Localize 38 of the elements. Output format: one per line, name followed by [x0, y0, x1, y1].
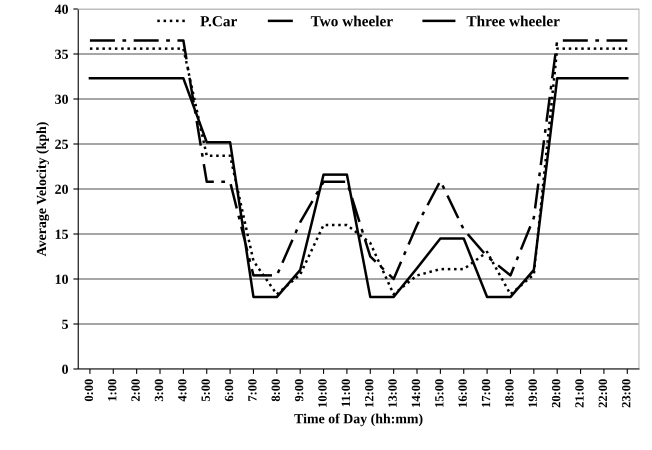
x-tick-label: 20:00 — [552, 379, 560, 408]
y-tick-label: 40 — [54, 4, 68, 14]
y-tick-label: 20 — [55, 184, 68, 194]
legend-label: Three wheeler — [466, 16, 560, 26]
y-axis-title: Average Velocity (kph) — [36, 122, 50, 256]
y-tick-label: 5 — [62, 320, 68, 329]
x-tick-label: 7:00 — [248, 379, 257, 401]
y-tick-label: 25 — [55, 140, 68, 149]
x-tick-label: 14:00 — [412, 379, 420, 407]
x-tick-label: 3:00 — [154, 379, 164, 402]
x-tick-label: 17:00 — [482, 379, 490, 407]
x-tick-label: 12:00 — [364, 379, 374, 407]
y-tick-label: 35 — [55, 50, 68, 59]
x-tick-label: 16:00 — [458, 379, 467, 407]
x-tick-label: 2:00 — [131, 379, 140, 402]
legend-label: P.Car — [200, 16, 237, 26]
x-tick-label: 8:00 — [272, 379, 280, 402]
x-tick-label: 1:00 — [108, 379, 116, 401]
y-tick-label: 30 — [55, 94, 68, 104]
x-tick-label: 5:00 — [201, 379, 210, 402]
x-tick-label: 11:00 — [342, 379, 350, 406]
x-tick-label: 0:00 — [84, 379, 94, 402]
x-tick-label: 9:00 — [294, 379, 304, 402]
x-tick-label: 23:00 — [622, 379, 630, 408]
y-tick-label: 10 — [56, 274, 68, 284]
y-tick-label: 0 — [62, 364, 68, 374]
x-tick-label: 10:00 — [318, 379, 327, 407]
x-tick-label: 13:00 — [388, 379, 397, 407]
x-tick-label: 22:00 — [598, 379, 608, 408]
x-tick-label: 21:00 — [575, 379, 584, 408]
legend-label: Two wheeler — [310, 16, 393, 26]
x-tick-label: 6:00 — [224, 379, 234, 402]
x-tick-label: 19:00 — [528, 379, 538, 407]
y-tick-label: 15 — [56, 230, 68, 239]
x-tick-label: 18:00 — [505, 379, 514, 407]
x-tick-label: 15:00 — [435, 379, 444, 407]
x-axis-title: Time of Day (hh:mm) — [294, 413, 422, 426]
x-tick-label: 4:00 — [178, 379, 187, 402]
